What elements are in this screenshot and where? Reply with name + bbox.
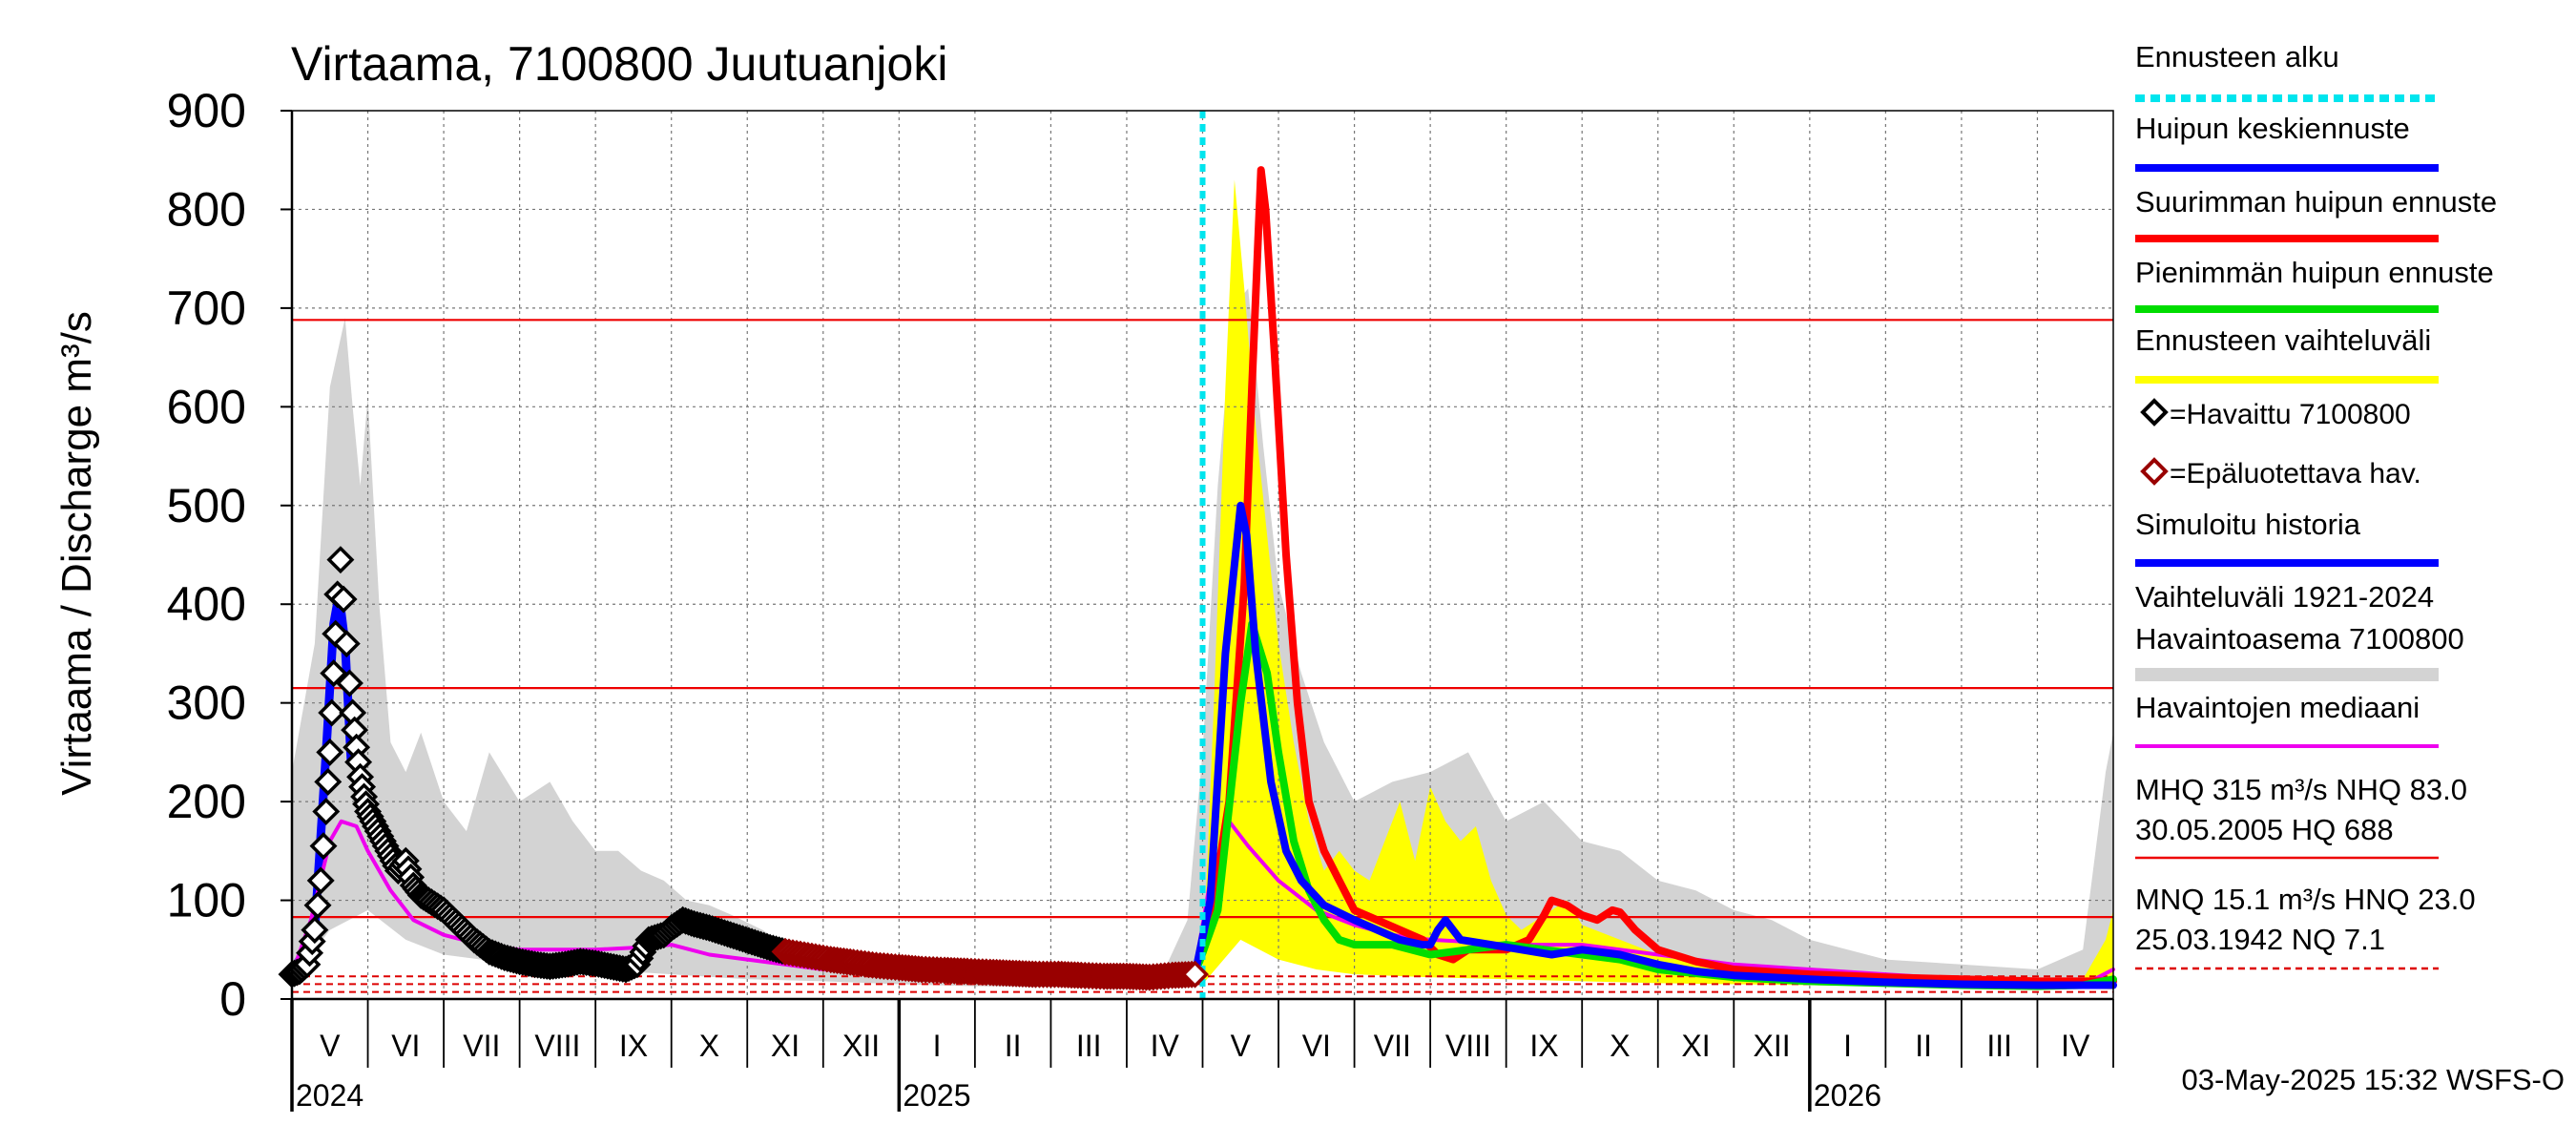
x-month-label: II [1005, 1029, 1022, 1063]
legend-label: Ennusteen vaihteluväli [2135, 323, 2431, 357]
x-month-label: XII [1754, 1029, 1791, 1063]
x-month-label: IX [1529, 1029, 1558, 1063]
observed-point [301, 916, 329, 945]
y-axis-label: Virtaama / Discharge m³/s [53, 311, 100, 796]
legend-label: Ennusteen alku [2135, 40, 2339, 73]
y-tick-label: 400 [167, 577, 246, 631]
y-tick-label: 800 [167, 182, 246, 236]
legend-marker [2140, 457, 2169, 486]
x-month-label: X [1610, 1029, 1630, 1063]
x-month-label: I [1843, 1029, 1852, 1063]
unreliable-point [1181, 960, 1210, 989]
observed-point [316, 738, 344, 766]
stats-text: MNQ 15.1 m³/s HNQ 23.0 [2135, 883, 2476, 916]
legend-label: Havaintoasema 7100800 [2135, 622, 2464, 656]
mean-peak-forecast-line [1191, 501, 2117, 989]
x-month-label: XI [1681, 1029, 1710, 1063]
y-tick-label: 600 [167, 380, 246, 433]
x-month-label: IX [619, 1029, 648, 1063]
y-tick-label: 300 [167, 677, 246, 730]
stats-text: 25.03.1942 NQ 7.1 [2135, 923, 2385, 956]
x-year-label: 2025 [903, 1078, 970, 1113]
observed-point [329, 585, 358, 614]
observed-point [314, 767, 343, 796]
stats-text: 30.05.2005 HQ 688 [2135, 813, 2394, 846]
legend-label: Suurimman huipun ennuste [2135, 185, 2497, 219]
x-month-label: VI [391, 1029, 420, 1063]
legend: Ennusteen alku Huipun keskiennuste Suurimm… [2135, 40, 2497, 970]
legend-label: Havaintojen mediaani [2135, 691, 2420, 724]
x-month-label: VIII [534, 1029, 580, 1063]
x-month-label: II [1915, 1029, 1932, 1063]
y-tick-label: 900 [167, 84, 246, 137]
x-month-label: III [1076, 1029, 1102, 1063]
x-month-label: III [1986, 1029, 2012, 1063]
y-tick-label: 0 [219, 972, 246, 1026]
observed-point [312, 797, 341, 825]
x-year-label: 2026 [1814, 1078, 1881, 1113]
observed-point [306, 866, 335, 895]
y-tick-label: 700 [167, 281, 246, 335]
observed-point [318, 698, 346, 727]
observed-point [320, 659, 348, 688]
stats-text: MHQ 315 m³/s NHQ 83.0 [2135, 773, 2467, 806]
chart-title: Virtaama, 7100800 Juutuanjoki [291, 37, 947, 91]
x-month-label: IV [1151, 1029, 1180, 1063]
x-month-label: V [320, 1029, 341, 1063]
observed-point [303, 891, 332, 920]
y-tick-label: 100 [167, 874, 246, 927]
observed-point [309, 832, 338, 861]
legend-marker [2140, 398, 2169, 427]
forecast-range-band [1202, 179, 2113, 989]
x-month-label: VI [1302, 1029, 1331, 1063]
x-month-label: VII [1374, 1029, 1411, 1063]
observation-markers [278, 546, 1210, 991]
legend-label: Simuloitu historia [2135, 508, 2361, 541]
observed-point [332, 630, 361, 658]
legend-label: Huipun keskiennuste [2135, 112, 2410, 145]
x-year-label: 2024 [296, 1078, 364, 1113]
observed-point [326, 546, 355, 574]
legend-label: Vaihteluväli 1921-2024 [2135, 580, 2434, 614]
x-month-label: IV [2061, 1029, 2090, 1063]
x-month-label: XI [771, 1029, 800, 1063]
legend-label: =Epäluotettava hav. [2170, 458, 2421, 489]
x-month-label: XII [842, 1029, 880, 1063]
timestamp: 03-May-2025 15:32 WSFS-O [2182, 1063, 2565, 1096]
y-tick-label: 200 [167, 775, 246, 828]
legend-label: =Havaittu 7100800 [2170, 399, 2411, 430]
legend-label: Pienimmän huipun ennuste [2135, 256, 2494, 289]
x-month-label: V [1231, 1029, 1252, 1063]
observed-point [335, 669, 364, 697]
x-month-label: X [699, 1029, 719, 1063]
x-month-label: VIII [1445, 1029, 1491, 1063]
x-month-label: VII [463, 1029, 500, 1063]
max-peak-forecast-line [1191, 166, 2117, 986]
x-month-label: I [933, 1029, 942, 1063]
y-tick-label: 500 [167, 479, 246, 532]
